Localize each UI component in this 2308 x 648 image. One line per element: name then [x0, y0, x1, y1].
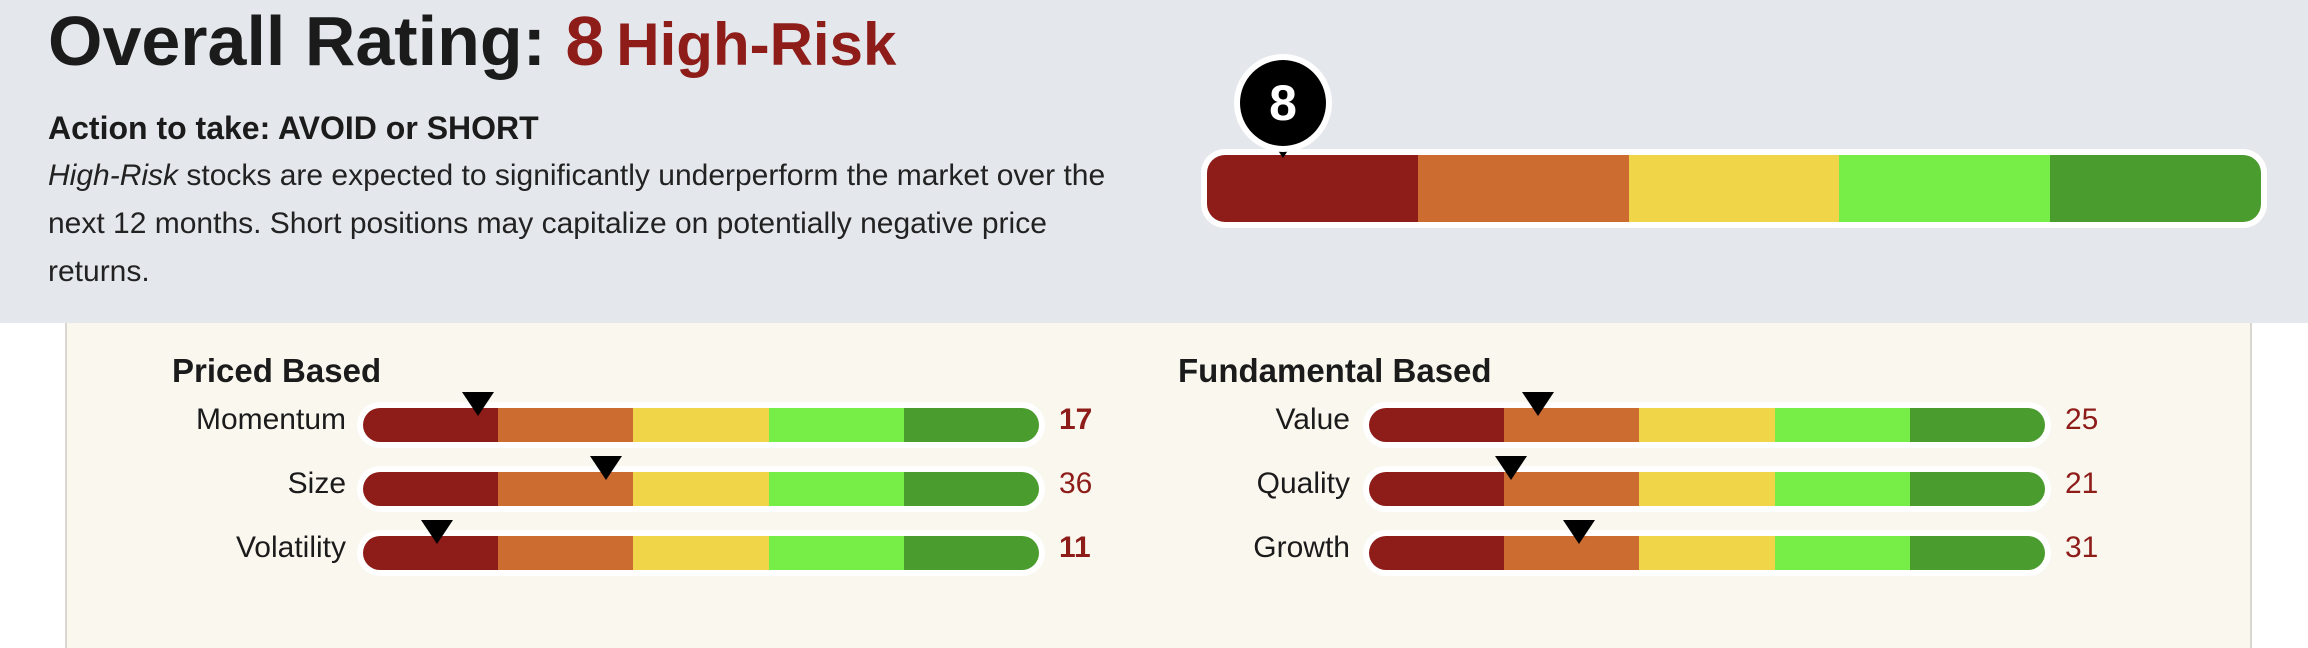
- overall-rating-gauge: [1207, 155, 2261, 222]
- rating-value: 8: [565, 2, 605, 80]
- title-prefix: Overall Rating:: [48, 2, 546, 80]
- factor-label-value: Value: [1275, 403, 1350, 436]
- factor-bar-momentum: [363, 408, 1039, 442]
- factor-label-growth: Growth: [1253, 531, 1350, 564]
- factor-bar-quality: [1369, 472, 2045, 506]
- factor-score-quality: 21: [2065, 467, 2099, 500]
- group-title-fundamental: Fundamental Based: [1178, 352, 1492, 389]
- rating-pin: 8: [1240, 60, 1326, 146]
- factor-bar-volatility: [363, 536, 1039, 570]
- factor-marker-growth: [1562, 520, 1595, 544]
- factor-bar-growth: [1369, 536, 2045, 570]
- overall-rating-title: Overall Rating: 8 High-Risk: [48, 2, 896, 84]
- group-title-priced: Priced Based: [172, 352, 382, 389]
- rating-header: Overall Rating: 8 High-Risk Action to tak…: [0, 0, 2308, 323]
- gauge-segment-2: [1417, 155, 1629, 222]
- gauge-segment-5: [2050, 155, 2261, 222]
- factor-bar-size: [363, 472, 1039, 506]
- factor-bar-value: [1369, 408, 2045, 442]
- factor-marker-size: [590, 456, 623, 480]
- gauge-segment-3: [1628, 155, 1840, 222]
- action-to-take: Action to take: AVOID or SHORT: [48, 110, 539, 146]
- factor-label-quality: Quality: [1256, 467, 1350, 500]
- factor-marker-quality: [1494, 456, 1527, 480]
- rating-description: High-Risk stocks are expected to signifi…: [48, 152, 1108, 296]
- factor-marker-momentum: [461, 392, 494, 416]
- description-text: stocks are expected to significantly und…: [48, 159, 1106, 288]
- gauge-segment-1: [1207, 155, 1418, 222]
- factor-marker-value: [1522, 392, 1554, 416]
- rating-label: High-Risk: [616, 11, 897, 78]
- factor-marker-volatility: [421, 520, 454, 544]
- factor-score-value: 25: [2065, 403, 2099, 436]
- factor-label-momentum: Momentum: [195, 403, 346, 436]
- gauge-segment-4: [1839, 155, 2051, 222]
- factor-score-growth: 31: [2065, 531, 2099, 564]
- factor-label-volatility: Volatility: [235, 531, 346, 564]
- factor-score-volatility: 11: [1059, 531, 1091, 564]
- description-emphasis: High-Risk: [48, 159, 179, 192]
- factor-score-size: 36: [1059, 467, 1093, 500]
- factor-score-momentum: 17: [1059, 403, 1093, 436]
- factor-label-size: Size: [287, 467, 346, 500]
